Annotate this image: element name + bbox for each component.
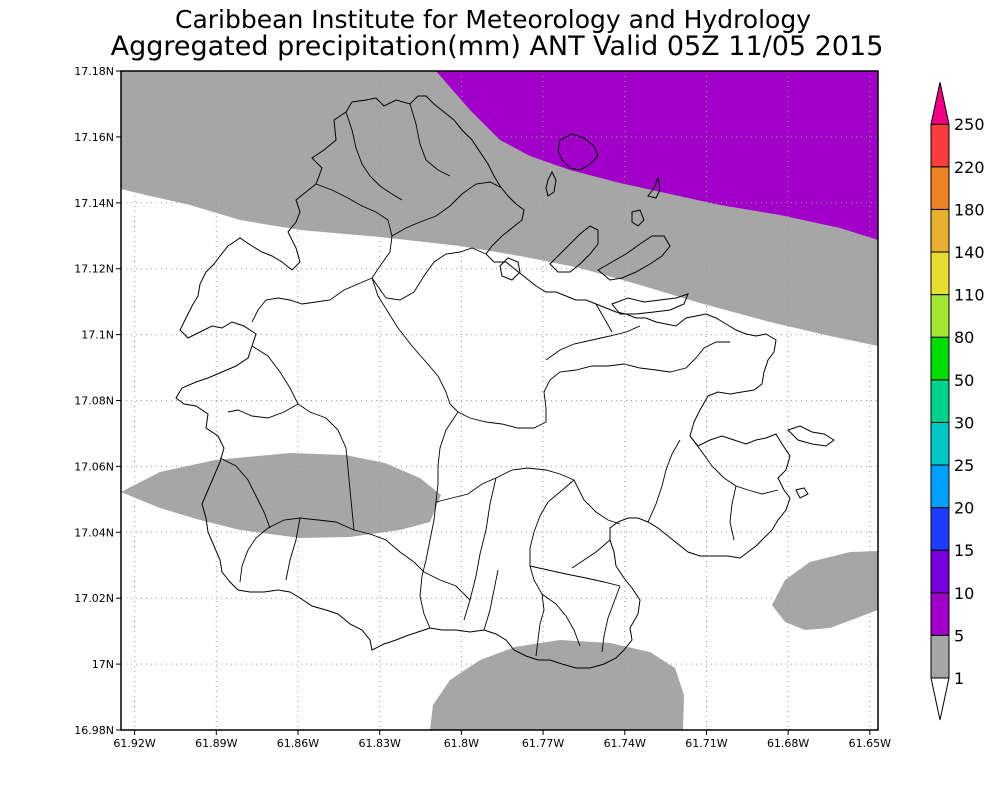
y-tick-label: 17.12N — [74, 263, 114, 276]
legend-color-box — [930, 123, 950, 168]
precip-area-east — [772, 551, 878, 630]
legend-label: 30 — [954, 413, 974, 432]
x-tick-label: 61.8W — [444, 737, 479, 750]
legend-label: 110 — [954, 286, 985, 305]
y-axis: 17.18N 17.16N 17.14N 17.12N 17.1N 17.08N 17.06… — [74, 65, 121, 737]
legend-color-box — [930, 464, 950, 509]
legend-arrow-bottom — [930, 677, 950, 721]
y-tick-label: 16.98N — [74, 724, 114, 737]
legend-label: 5 — [954, 626, 964, 645]
legend-label: 25 — [954, 456, 974, 475]
interior-boundaries — [219, 103, 779, 657]
legend-color-box — [930, 379, 950, 423]
legend-color-box — [930, 634, 950, 679]
y-tick-label: 17.16N — [74, 131, 114, 144]
y-tick-label: 17.02N — [74, 592, 114, 605]
offshore-islets — [499, 133, 835, 499]
x-tick-label: 61.86W — [277, 737, 319, 750]
precip-area-west — [121, 453, 441, 538]
y-tick-label: 17N — [92, 658, 114, 671]
legend-label: 250 — [954, 115, 985, 134]
x-tick-label: 61.65W — [849, 737, 891, 750]
y-tick-label: 17.1N — [81, 329, 114, 342]
legend-label: 140 — [954, 243, 985, 262]
precip-area-south — [430, 640, 684, 730]
precip-area-purple — [436, 71, 878, 240]
legend-label: 10 — [954, 584, 974, 603]
y-tick-label: 17.08N — [74, 395, 114, 408]
legend-color-box — [930, 549, 950, 594]
x-tick-label: 61.68W — [767, 737, 809, 750]
legend-label: 80 — [954, 328, 974, 347]
legend-color-box — [930, 336, 950, 381]
legend-label: 50 — [954, 371, 974, 390]
legend-arrow-top — [930, 82, 950, 125]
x-tick-label: 61.77W — [522, 737, 564, 750]
graticule — [121, 71, 878, 730]
legend-color-box — [930, 208, 950, 253]
title-line-1: Caribbean Institute for Meteorology and … — [175, 5, 811, 34]
x-axis: 61.92W 61.89W 61.86W 61.83W 61.8W 61.77W 61.74… — [113, 730, 891, 750]
legend-label: 15 — [954, 541, 974, 560]
y-tick-label: 17.04N — [74, 526, 114, 539]
x-tick-label: 61.83W — [358, 737, 400, 750]
legend-label: 20 — [954, 499, 974, 518]
legend-color-box — [930, 166, 950, 210]
legend-color-box — [930, 421, 950, 466]
legend-label: 180 — [954, 200, 985, 219]
title-line-2: Aggregated precipitation(mm) ANT Valid 0… — [111, 31, 884, 62]
y-tick-label: 17.18N — [74, 65, 114, 78]
legend-color-box — [930, 251, 950, 296]
legend-color-box — [930, 592, 950, 636]
x-tick-label: 61.89W — [195, 737, 237, 750]
x-tick-label: 61.74W — [604, 737, 646, 750]
plot-area — [121, 71, 878, 730]
x-tick-label: 61.71W — [685, 737, 727, 750]
x-tick-label: 61.92W — [113, 737, 155, 750]
island-coastline — [175, 95, 791, 669]
y-tick-label: 17.14N — [74, 197, 114, 210]
y-tick-label: 17.06N — [74, 460, 114, 473]
legend-color-box — [930, 294, 950, 338]
legend-label: 220 — [954, 158, 985, 177]
legend-color-box — [930, 507, 950, 551]
legend-label: 1 — [954, 669, 964, 688]
